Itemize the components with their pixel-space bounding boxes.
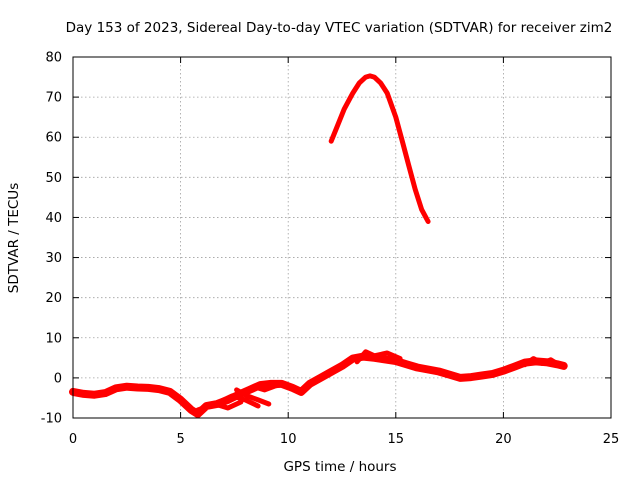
series-line-spikes [354, 349, 403, 365]
y-tick-label: 10 [45, 331, 62, 346]
y-tick-label: 60 [45, 131, 62, 146]
series-line-spikes [251, 381, 289, 393]
y-tick-label: 20 [45, 291, 62, 306]
x-tick-label: 15 [388, 432, 405, 447]
x-tick-label: 10 [280, 432, 297, 447]
series-line-baseline [69, 352, 568, 418]
y-tick-label: -10 [41, 412, 62, 427]
y-tick-labels: -10 0 10 20 30 40 50 60 70 80 [41, 51, 62, 427]
x-tick-label: 20 [495, 432, 512, 447]
chart-title: Day 153 of 2023, Sidereal Day-to-day VTE… [66, 20, 613, 36]
series-line-spikes [195, 399, 244, 413]
series-line-spikes [216, 393, 261, 409]
x-tick-label: 0 [69, 432, 77, 447]
y-axis-label: SDTVAR / TECUs [6, 183, 22, 293]
series-line-arc [328, 73, 431, 224]
y-tick-label: 50 [45, 171, 62, 186]
x-tick-labels: 0 5 10 15 20 25 [69, 432, 619, 447]
y-tick-label: 70 [45, 91, 62, 106]
y-tick-label: 0 [54, 371, 62, 386]
x-tick-label: 25 [603, 432, 620, 447]
y-tick-label: 30 [45, 251, 62, 266]
series-line-spikes [234, 387, 272, 407]
series-layer [69, 73, 568, 418]
y-tick-label: 40 [45, 211, 62, 226]
x-axis-label: GPS time / hours [283, 459, 396, 475]
x-tick-label: 5 [176, 432, 184, 447]
y-tick-label: 80 [45, 51, 62, 66]
plot-frame [72, 56, 612, 419]
series-line-spikes [522, 356, 562, 368]
